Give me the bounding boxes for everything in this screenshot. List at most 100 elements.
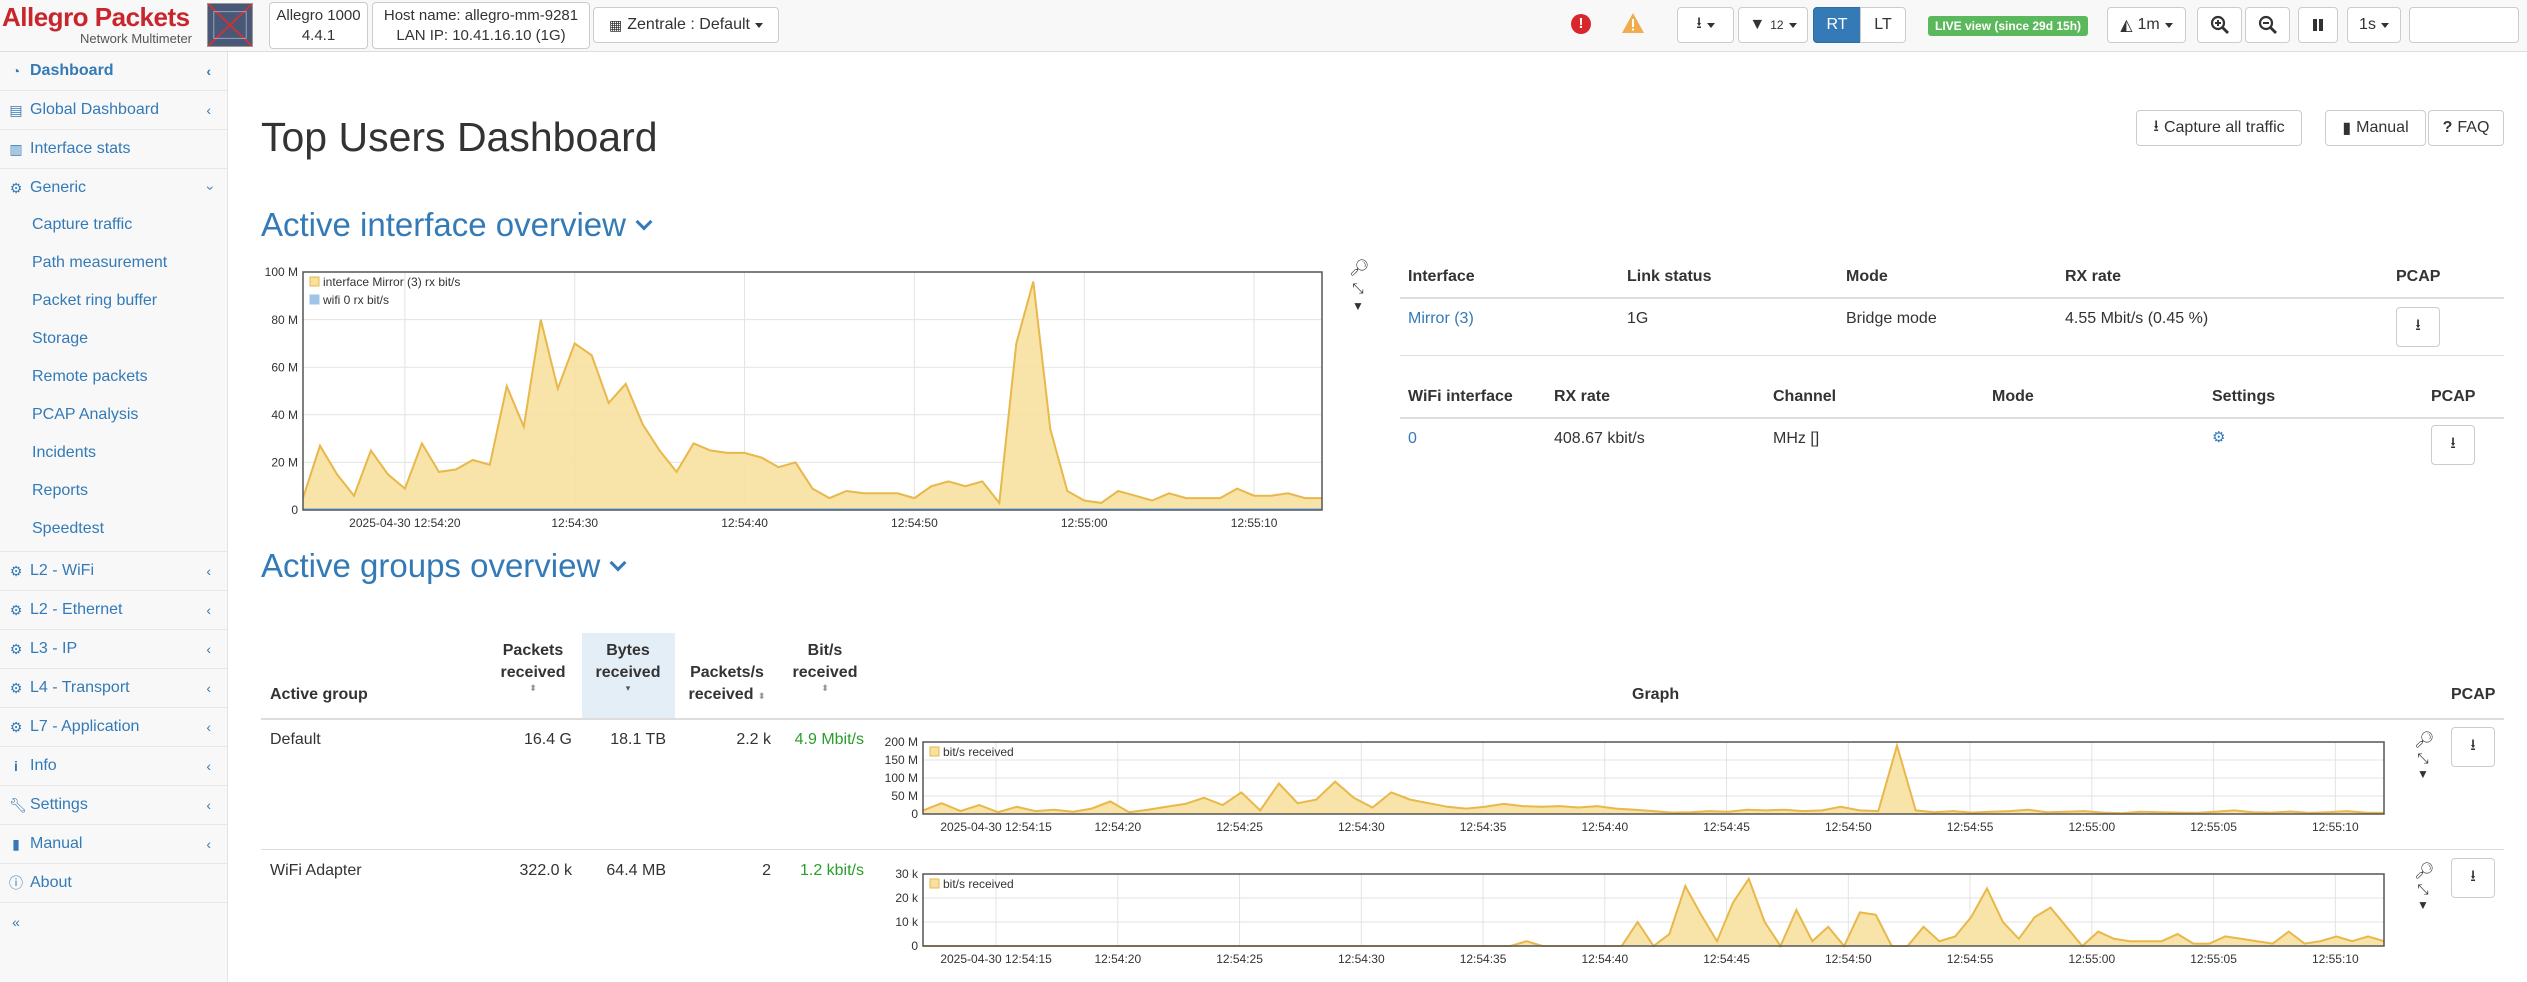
top-navbar: Allegro Packets Network Multimeter Alleg…	[0, 0, 2527, 52]
wifi-pcap-download-button[interactable]: ⭳	[2431, 425, 2475, 465]
interface-section-title[interactable]: Active interface overview	[261, 206, 653, 244]
download-icon: ⭳	[1696, 14, 1702, 32]
download-icon: ⭳	[2470, 736, 2476, 754]
chevron-down-icon	[2164, 22, 2173, 28]
sidebar-subitem-reports[interactable]: Reports	[32, 482, 89, 499]
sidebar-subitem-pcap-analysis[interactable]: PCAP Analysis	[32, 406, 139, 423]
sidebar-item-info[interactable]: i Info ‹	[0, 747, 227, 785]
rx-rate-header: RX rate	[2065, 268, 2122, 285]
group-name[interactable]: Default	[270, 731, 321, 748]
compress-icon[interactable]: ⤡	[1352, 280, 1364, 296]
chevron-left-icon: ‹	[206, 641, 211, 657]
interface-traffic-chart[interactable]: 0 20 M 40 M 60 M 80 M 100 M 2025-04-30 12:54:2…	[258, 258, 1334, 538]
zoom-icon[interactable]: 🔎︎	[2414, 863, 2435, 880]
zoom-in-button[interactable]	[2197, 7, 2242, 43]
brand-logo[interactable]: Allegro Packets Network Multimeter	[2, 2, 198, 48]
legend-label: wifi 0 rx bit/s	[322, 293, 389, 307]
error-alert-icon[interactable]: !	[1571, 14, 1591, 34]
group-wifi-adapter-chart[interactable]: 0 10 k 20 k 30 k 2025-04-30 12:54:15 12:54:20…	[878, 866, 2396, 972]
x-tick-label: 12:54:40	[721, 516, 768, 530]
search-box[interactable]	[2409, 7, 2519, 43]
faq-button[interactable]: ? FAQ	[2428, 110, 2504, 146]
zoom-in-icon	[2210, 15, 2229, 34]
sidebar-item-label: L4 - Transport	[30, 679, 130, 696]
refresh-rate-button[interactable]: 1s	[2347, 7, 2401, 43]
interval-menu-button[interactable]: ◭ 1m	[2107, 7, 2186, 43]
sidebar-item-interface-stats[interactable]: ▥ Interface stats	[0, 130, 227, 168]
sidebar-subitem-packet-ring-buffer[interactable]: Packet ring buffer	[32, 292, 158, 309]
chevron-down-icon[interactable]: ▼	[2417, 767, 2429, 781]
group-pcap-download-button[interactable]: ⭳	[2451, 858, 2495, 898]
sidebar-subitem-speedtest[interactable]: Speedtest	[32, 520, 105, 537]
group-name[interactable]: WiFi Adapter	[270, 862, 362, 879]
gear-icon: ⚙	[9, 179, 23, 196]
sidebar-collapse-button[interactable]: «	[0, 903, 227, 941]
interface-pcap-download-button[interactable]: ⭳	[2396, 307, 2440, 347]
sidebar-subitem-remote-packets[interactable]: Remote packets	[32, 368, 148, 385]
sidebar-item-global-dashboard[interactable]: ▤ Global Dashboard ‹	[0, 91, 227, 129]
chevron-left-icon: ‹	[206, 563, 211, 579]
packets-per-second-value: 2.2 k	[736, 731, 771, 748]
capture-all-traffic-button[interactable]: ⭳ Capture all traffic	[2136, 110, 2302, 146]
sidebar-item-l3-ip[interactable]: ⚙ L3 - IP ‹	[0, 630, 227, 668]
y-tick-label: 30 k	[895, 867, 919, 881]
sidebar-subitem-path-measurement[interactable]: Path measurement	[32, 254, 168, 271]
zoom-out-button[interactable]	[2245, 7, 2290, 43]
groups-section-title[interactable]: Active groups overview	[261, 547, 627, 585]
packets-received-header-label: Packets received	[500, 642, 566, 681]
zoom-icon[interactable]: 🔎︎	[2414, 732, 2435, 749]
zoom-icon[interactable]: 🔎︎	[1349, 260, 1370, 277]
compress-icon[interactable]: ⤡	[2417, 750, 2429, 766]
sidebar-item-label: L2 - WiFi	[30, 562, 94, 579]
wifi-channel-value: MHz []	[1773, 430, 1820, 447]
y-tick-label: 50 M	[891, 789, 918, 803]
filter-menu-button[interactable]: ▼ 12	[1738, 7, 1808, 43]
sidebar-item-dashboard[interactable]: ◔ Dashboard ‹	[0, 52, 227, 90]
group-default-chart[interactable]: 0 50 M 100 M 150 M 200 M 2025-04-30 12:54:15 1…	[878, 734, 2396, 840]
wifi-settings-gear-icon[interactable]: ⚙	[2212, 429, 2226, 446]
divider	[0, 668, 227, 669]
series-area	[303, 281, 1322, 510]
device-image	[207, 3, 253, 47]
packets-received-header[interactable]: Packets received ⬍	[492, 640, 574, 693]
sidebar-item-l2-wifi[interactable]: ⚙ L2 - WiFi ‹	[0, 552, 227, 590]
sidebar-subitem-incidents[interactable]: Incidents	[32, 444, 97, 461]
wifi-interface-header: WiFi interface	[1408, 388, 1513, 405]
series-area	[923, 745, 2384, 814]
manual-button[interactable]: ▮ Manual	[2325, 110, 2426, 146]
sidebar-item-l4-transport[interactable]: ⚙ L4 - Transport ‹	[0, 669, 227, 707]
sidebar-item-label: L2 - Ethernet	[30, 601, 123, 618]
warning-alert-icon[interactable]	[1621, 12, 1645, 34]
y-tick-label: 150 M	[885, 753, 918, 767]
bits-per-second-header[interactable]: Bit/s received ⬍	[786, 640, 864, 693]
sidebar-subitem-capture-traffic[interactable]: Capture traffic	[32, 216, 133, 233]
rt-toggle-button[interactable]: RT	[1813, 7, 1861, 43]
sidebar-item-about[interactable]: ⓘ About	[0, 864, 227, 902]
sidebar-item-settings[interactable]: 🔧︎ Settings ‹	[0, 786, 227, 824]
sidebar-item-l2-ethernet[interactable]: ⚙ L2 - Ethernet ‹	[0, 591, 227, 629]
wifi-interface-link[interactable]: 0	[1408, 430, 1417, 447]
bytes-received-header[interactable]: Bytes received ▾	[586, 640, 670, 693]
sidebar-item-generic[interactable]: ⚙ Generic ‹	[0, 169, 227, 207]
y-tick-label: 0	[911, 807, 918, 821]
wifi-settings-header: Settings	[2212, 388, 2276, 405]
divider	[0, 824, 227, 825]
compress-icon[interactable]: ⤡	[2417, 881, 2429, 897]
legend-swatch	[309, 276, 320, 287]
group-pcap-download-button[interactable]: ⭳	[2451, 727, 2495, 767]
chevron-down-icon[interactable]: ▼	[1352, 299, 1364, 313]
interface-name-link[interactable]: Mirror (3)	[1408, 310, 1474, 327]
y-tick-label: 10 k	[895, 915, 919, 929]
dashboard-select[interactable]: ▦ Zentrale : Default	[593, 7, 779, 43]
gear-icon: ⚙	[9, 601, 23, 618]
chevron-down-icon[interactable]: ▼	[2417, 898, 2429, 912]
sidebar-item-l7-application[interactable]: ⚙ L7 - Application ‹	[0, 708, 227, 746]
packets-per-second-header[interactable]: Packets/s received ⬍	[683, 662, 771, 707]
lt-toggle-button[interactable]: LT	[1860, 7, 1906, 43]
y-tick-label: 200 M	[885, 735, 918, 749]
pause-button[interactable]	[2298, 7, 2338, 43]
sidebar-item-manual[interactable]: ▮ Manual ‹	[0, 825, 227, 863]
sidebar-subitem-storage[interactable]: Storage	[32, 330, 89, 347]
download-menu-button[interactable]: ⭳	[1677, 7, 1734, 43]
active-group-header[interactable]: Active group	[270, 686, 368, 703]
